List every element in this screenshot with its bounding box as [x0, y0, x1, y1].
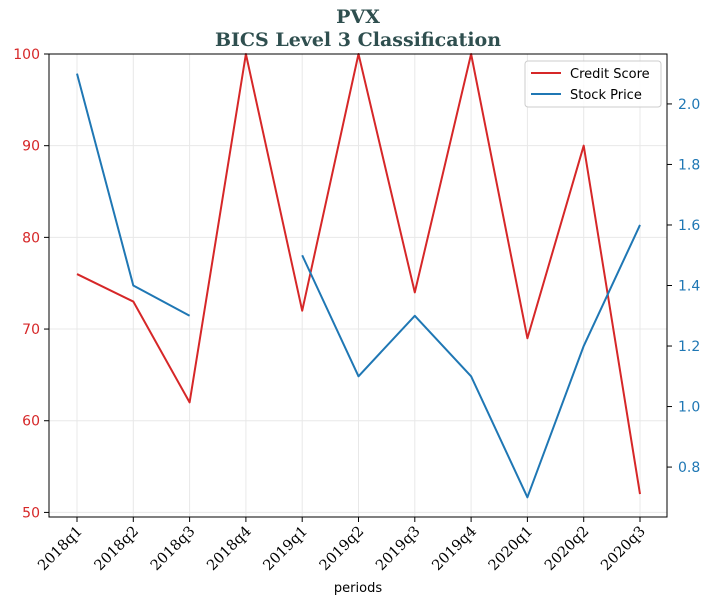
- x-tick-label: 2018q3: [148, 524, 199, 575]
- x-tick-label: 2020q1: [486, 524, 537, 575]
- x-tick-label: 2018q2: [92, 524, 143, 575]
- y-left-tick-label: 100: [13, 47, 40, 63]
- x-tick-label: 2019q1: [261, 524, 312, 575]
- x-tick-label: 2020q3: [598, 524, 649, 575]
- chart-title: PVX: [336, 6, 380, 28]
- y-right-tick-label: 1.2: [678, 339, 700, 355]
- y-left-tick-label: 80: [22, 230, 40, 246]
- legend[interactable]: Credit Score Stock Price: [524, 60, 662, 108]
- x-tick-label: 2018q1: [35, 524, 86, 575]
- x-tick-label: 2019q3: [373, 524, 424, 575]
- chart-subtitle: BICS Level 3 Classification: [215, 29, 501, 51]
- y-right-tick-label: 2.0: [678, 97, 700, 113]
- x-axis-label: periods: [334, 581, 382, 596]
- axis-ticks: 2018q1 2018q2 2018q3 2018q4 2019q1 2019q2 2019…: [13, 47, 700, 574]
- series-line-stock-price: [76, 73, 641, 499]
- y-left-tick-label: 60: [22, 414, 40, 430]
- y-right-tick-label: 1.4: [678, 279, 700, 295]
- x-tick-label: 2019q2: [317, 524, 368, 575]
- grid: [49, 53, 667, 517]
- y-left-tick-label: 70: [22, 322, 40, 338]
- y-left-tick-label: 50: [22, 505, 40, 521]
- legend-label-stock-price: Stock Price: [570, 88, 642, 103]
- x-tick-label: 2020q2: [542, 524, 593, 575]
- legend-label-credit-score: Credit Score: [570, 67, 650, 82]
- y-right-tick-label: 1.0: [678, 400, 700, 416]
- x-tick-label: 2019q4: [429, 524, 480, 575]
- y-right-tick-label: 1.8: [678, 157, 700, 173]
- y-right-tick-label: 0.8: [678, 460, 700, 476]
- x-tick-label: 2018q4: [204, 524, 255, 575]
- y-left-tick-label: 90: [22, 139, 40, 155]
- y-right-tick-label: 1.6: [678, 218, 700, 234]
